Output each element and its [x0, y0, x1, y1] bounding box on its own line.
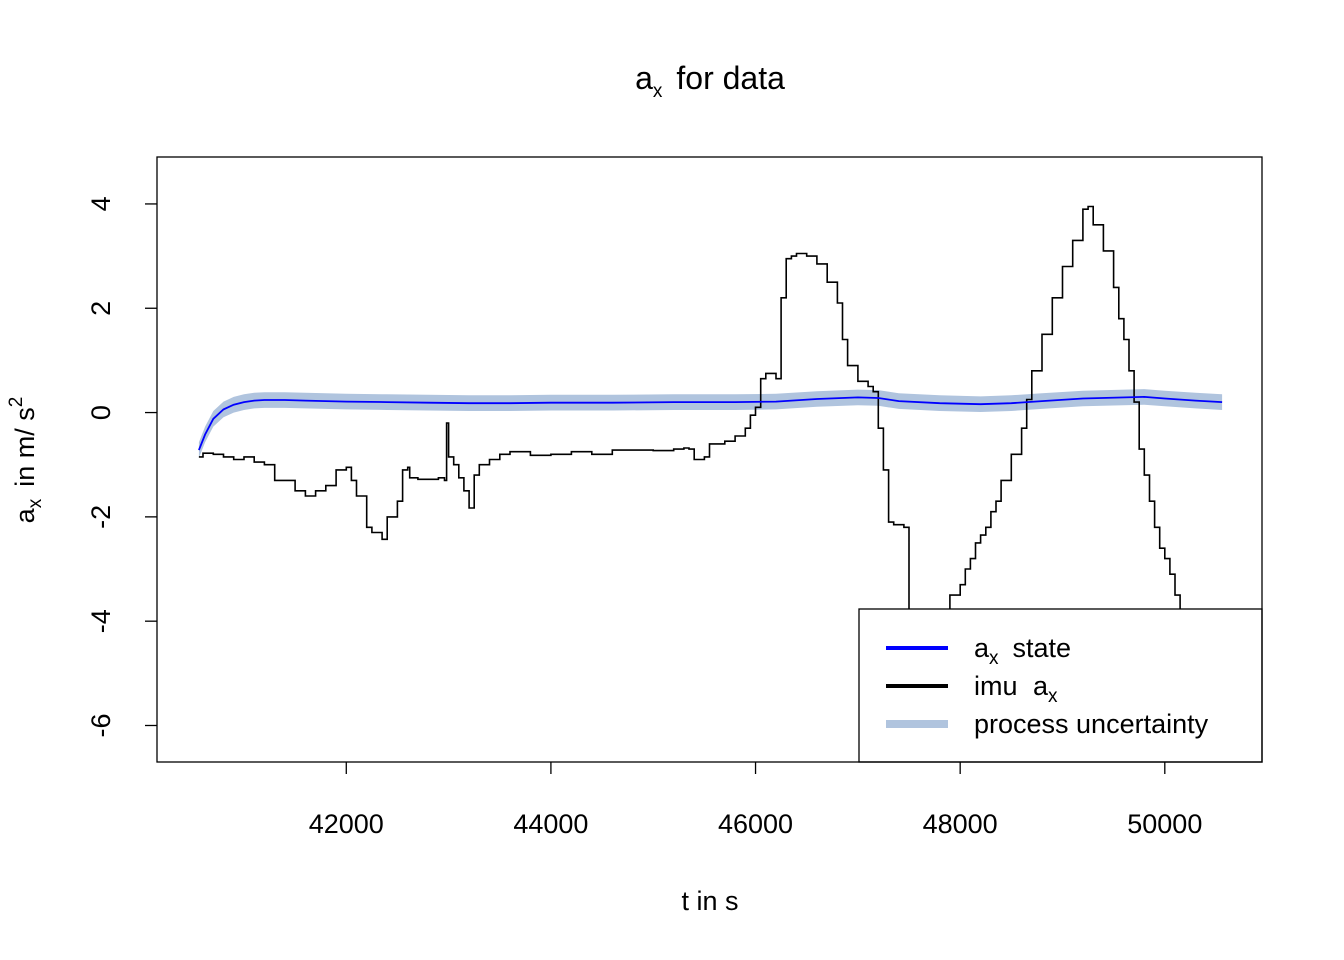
plot-frame: [156, 156, 1263, 763]
x-tick-label: 46000: [718, 809, 793, 839]
y-tick-label: -6: [86, 713, 116, 737]
x-tick-label: 44000: [513, 809, 588, 839]
y-tick-label: 4: [86, 196, 116, 211]
x-tick-label: 50000: [1127, 809, 1202, 839]
uncertainty-band: [198, 389, 1223, 458]
chart-title: ax for data: [635, 60, 785, 102]
x-tick-label: 48000: [923, 809, 998, 839]
legend-label-imu: imu ax: [974, 671, 1058, 707]
x-axis: 42000 44000 46000 48000 50000: [309, 762, 1202, 839]
legend-label-state: ax state: [974, 633, 1071, 669]
series-line-layer: [198, 205, 1223, 690]
y-tick-label: 0: [86, 405, 116, 420]
y-tick-label: -2: [86, 505, 116, 529]
ax-state-line: [198, 395, 1223, 451]
x-tick-label: 42000: [309, 809, 384, 839]
legend-label-unc: process uncertainty: [974, 709, 1209, 739]
imu-ax-line: [198, 205, 1197, 690]
y-axis-title: axin m/ s2: [6, 397, 46, 524]
y-tick-label: 2: [86, 301, 116, 316]
x-axis-title: t in s: [681, 886, 738, 916]
uncertainty-band-layer: [198, 389, 1223, 458]
y-axis: -6 -4 -2 0 2 4: [86, 196, 157, 738]
y-tick-label: -4: [86, 609, 116, 633]
